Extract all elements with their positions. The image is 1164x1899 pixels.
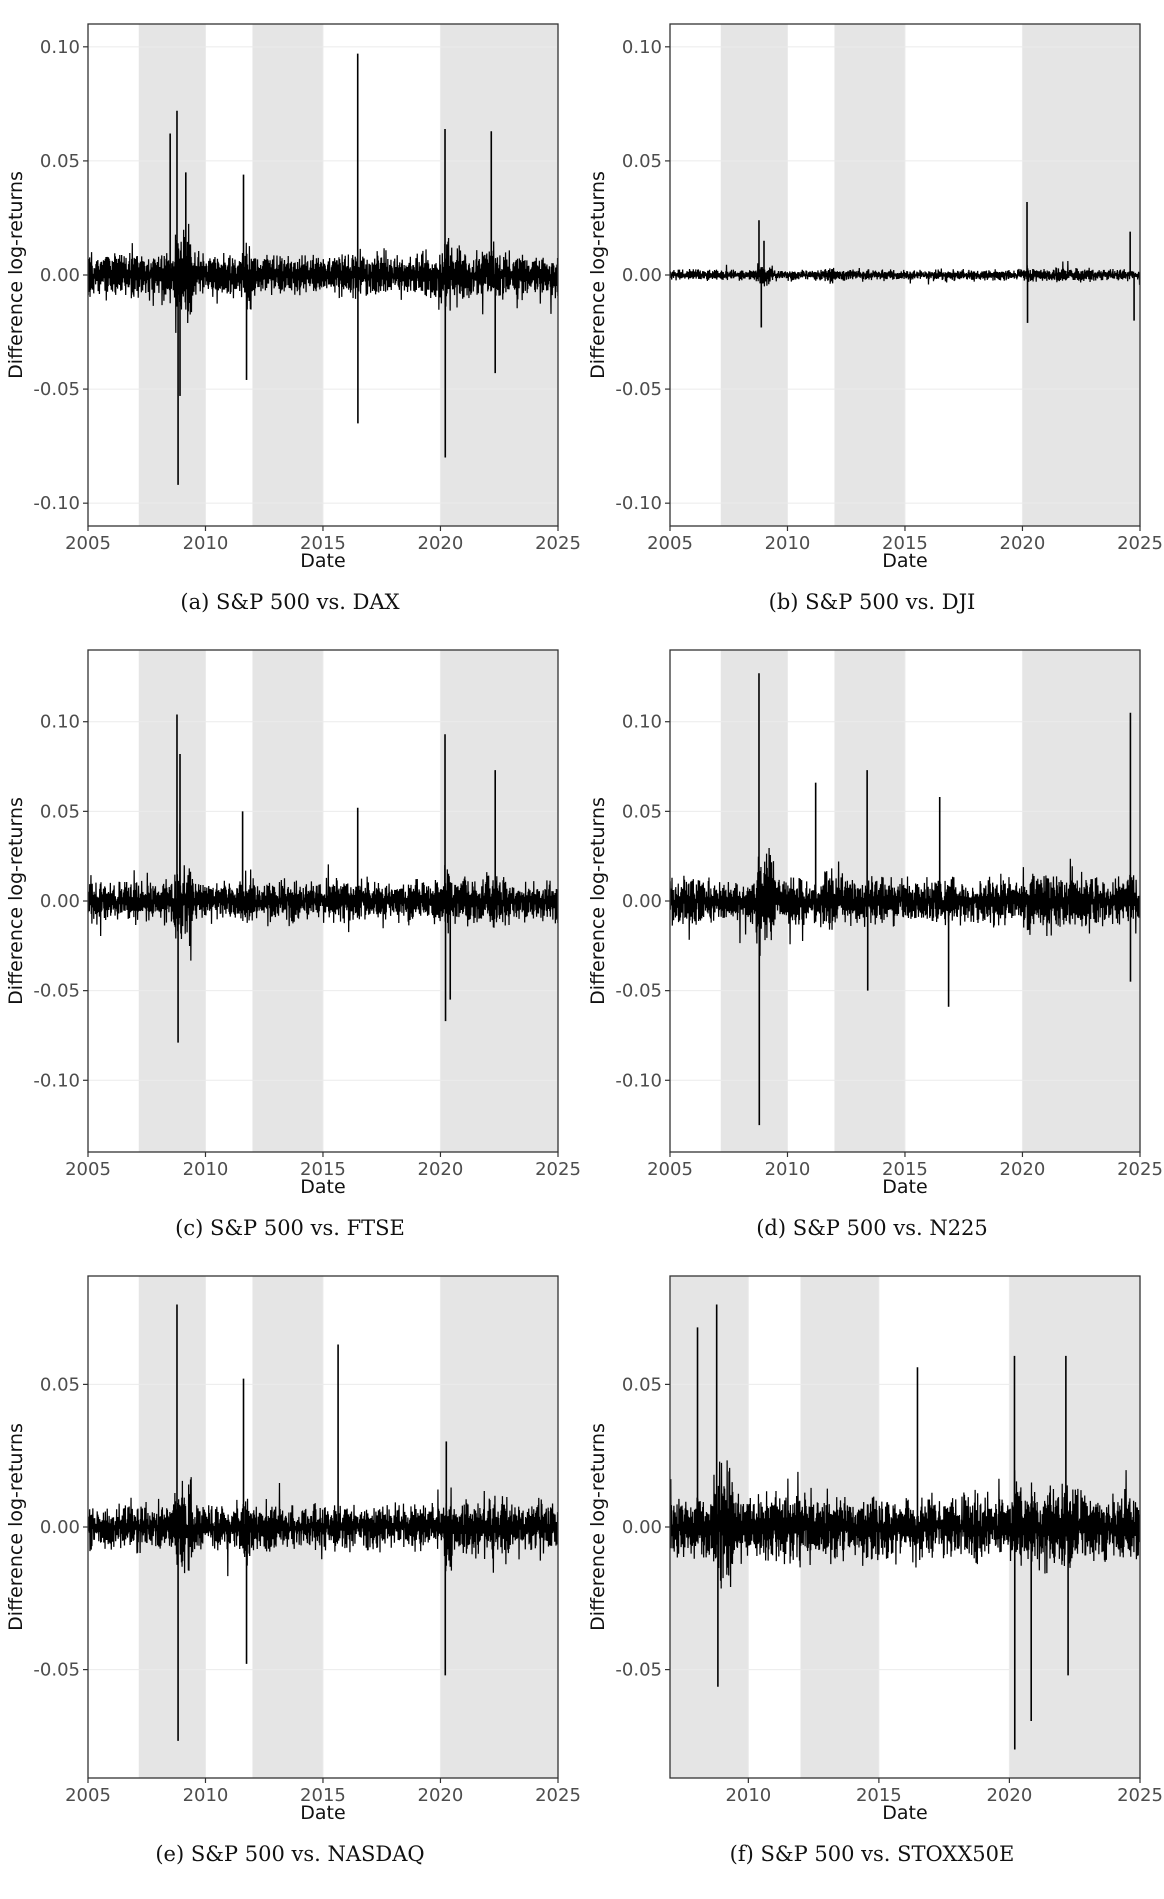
x-axis-title: Date <box>882 550 927 572</box>
chart-panel-2: -0.10 -0.05 0.00 0.05 0.10 2005 2010 2015 2020 20… <box>582 0 1164 632</box>
x-tick-label: 2015 <box>882 1159 928 1180</box>
y-tick-label: 0.05 <box>40 801 80 822</box>
x-tick-label: 2010 <box>765 533 811 554</box>
y-tick-label: -0.05 <box>33 1660 80 1681</box>
y-tick-label: 0.10 <box>40 37 80 58</box>
series-line <box>87 223 559 333</box>
x-tick-label: 2015 <box>300 1159 346 1180</box>
y-tick-label: -0.10 <box>33 1070 80 1091</box>
x-tick-label: 2025 <box>1117 1159 1163 1180</box>
chart-panel-1: -0.10 -0.05 0.00 0.05 0.10 2005 2010 2015 2020 20… <box>0 0 582 632</box>
y-tick-label: 0.00 <box>40 891 80 912</box>
y-tick-label: 0.05 <box>622 801 662 822</box>
figure-caption: (f) S&P 500 vs. STOXX50E <box>729 1842 1015 1866</box>
x-tick-label: 2020 <box>418 533 464 554</box>
y-tick-label: 0.00 <box>40 265 80 286</box>
y-axis-title: Difference log-returns <box>5 797 27 1005</box>
figure-caption: (a) S&P 500 vs. DAX <box>180 590 400 614</box>
x-tick-label: 2010 <box>765 1159 811 1180</box>
y-tick-label: 0.05 <box>40 1374 80 1395</box>
x-tick-label: 2025 <box>535 1785 581 1806</box>
x-tick-label: 2015 <box>882 533 928 554</box>
x-axis-title: Date <box>300 1802 345 1824</box>
chart-panel-5: -0.05 0.00 0.05 2005 2010 2015 2020 2025 Date Dif… <box>0 1252 582 1884</box>
y-tick-label: 0.00 <box>622 1517 662 1538</box>
x-tick-label: 2020 <box>1000 1159 1046 1180</box>
x-tick-label: 2020 <box>418 1159 464 1180</box>
chart-svg: -0.10 -0.05 0.00 0.05 0.10 2005 2010 2015 2020 20… <box>587 649 1163 1198</box>
figure-caption: (e) S&P 500 vs. NASDAQ <box>155 1842 425 1866</box>
x-tick-label: 2025 <box>535 533 581 554</box>
y-axis-title: Difference log-returns <box>587 171 609 379</box>
x-tick-label: 2005 <box>65 1785 111 1806</box>
y-tick-label: 0.00 <box>622 265 662 286</box>
x-tick-label: 2015 <box>300 533 346 554</box>
y-axis-title: Difference log-returns <box>587 797 609 1005</box>
series-line <box>669 848 1141 956</box>
x-tick-label: 2010 <box>183 533 229 554</box>
y-tick-label: -0.05 <box>615 981 662 1002</box>
y-tick-label: 0.05 <box>622 151 662 172</box>
y-tick-label: 0.10 <box>40 712 80 733</box>
x-tick-label: 2010 <box>183 1785 229 1806</box>
x-tick-label: 2025 <box>535 1159 581 1180</box>
x-tick-label: 2015 <box>300 1785 346 1806</box>
figure-caption: (d) S&P 500 vs. N225 <box>756 1216 988 1240</box>
y-tick-label: 0.10 <box>622 37 662 58</box>
x-tick-label: 2020 <box>986 1785 1032 1806</box>
chart-svg: -0.10 -0.05 0.00 0.05 0.10 2005 2010 2015 2020 20… <box>587 23 1163 572</box>
y-axis-title: Difference log-returns <box>587 1423 609 1631</box>
y-tick-label: 0.05 <box>40 151 80 172</box>
x-axis-title: Date <box>300 550 345 572</box>
y-tick-label: -0.05 <box>33 981 80 1002</box>
x-tick-label: 2020 <box>418 1785 464 1806</box>
x-tick-label: 2005 <box>647 533 693 554</box>
y-tick-label: 0.05 <box>622 1374 662 1395</box>
x-tick-label: 2015 <box>856 1785 902 1806</box>
x-axis-title: Date <box>882 1802 927 1824</box>
y-tick-label: 0.00 <box>40 1517 80 1538</box>
y-tick-label: -0.10 <box>33 493 80 514</box>
y-tick-label: -0.05 <box>615 1660 662 1681</box>
series-line <box>87 1477 559 1577</box>
x-tick-label: 2025 <box>1117 533 1163 554</box>
y-axis-title: Difference log-returns <box>5 1423 27 1631</box>
chart-svg: -0.10 -0.05 0.00 0.05 0.10 2005 2010 2015 2020 20… <box>5 23 581 572</box>
chart-panel-4: -0.10 -0.05 0.00 0.05 0.10 2005 2010 2015 2020 20… <box>582 626 1164 1258</box>
figure-caption: (c) S&P 500 vs. FTSE <box>175 1216 405 1240</box>
chart-svg: -0.05 0.00 0.05 2005 2010 2015 2020 2025 Date Dif… <box>5 1275 581 1824</box>
x-tick-label: 2010 <box>183 1159 229 1180</box>
y-tick-label: 0.00 <box>622 891 662 912</box>
chart-panel-6: -0.05 0.00 0.05 2010 2015 2020 2025 Date Differe… <box>582 1252 1164 1884</box>
x-tick-label: 2005 <box>65 1159 111 1180</box>
x-axis-title: Date <box>300 1176 345 1198</box>
series-line <box>669 1460 1141 1589</box>
figure-caption: (b) S&P 500 vs. DJI <box>768 590 976 614</box>
chart-svg: -0.10 -0.05 0.00 0.05 0.10 2005 2010 2015 2020 20… <box>5 649 581 1198</box>
y-tick-label: -0.10 <box>615 1070 662 1091</box>
y-tick-label: 0.10 <box>622 712 662 733</box>
x-tick-label: 2005 <box>647 1159 693 1180</box>
chart-panel-3: -0.10 -0.05 0.00 0.05 0.10 2005 2010 2015 2020 20… <box>0 626 582 1258</box>
series-line <box>669 260 1141 287</box>
chart-svg: -0.05 0.00 0.05 2010 2015 2020 2025 Date Differe… <box>587 1275 1163 1824</box>
series-line <box>87 823 559 961</box>
y-tick-label: -0.05 <box>615 379 662 400</box>
x-tick-label: 2020 <box>1000 533 1046 554</box>
x-tick-label: 2025 <box>1117 1785 1163 1806</box>
y-tick-label: -0.05 <box>33 379 80 400</box>
y-tick-label: -0.10 <box>615 493 662 514</box>
x-tick-label: 2010 <box>725 1785 771 1806</box>
y-axis-title: Difference log-returns <box>5 171 27 379</box>
x-axis-title: Date <box>882 1176 927 1198</box>
x-tick-label: 2005 <box>65 533 111 554</box>
